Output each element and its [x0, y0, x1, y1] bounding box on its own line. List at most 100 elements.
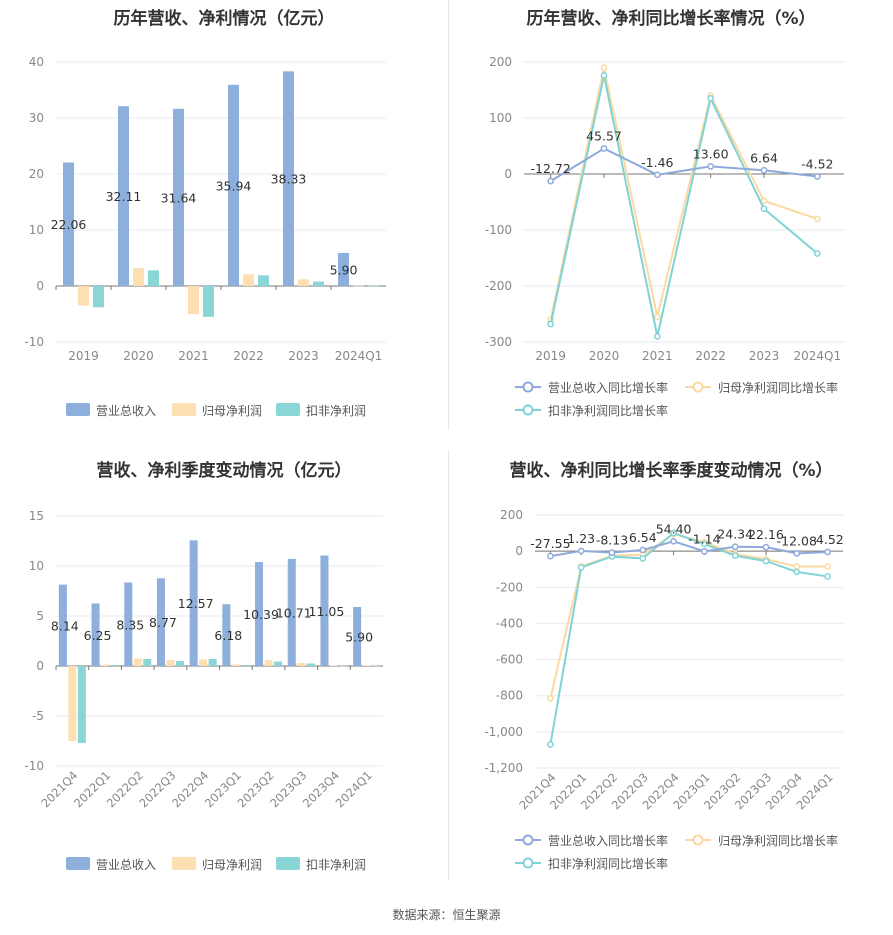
legend-marker-2 [522, 857, 534, 869]
series-point-0 [547, 177, 555, 185]
chart-title: 营收、净利季度变动情况（亿元） [96, 461, 352, 481]
data-label: 6.18 [214, 628, 242, 643]
bar-1 [133, 658, 142, 666]
series-point-0 [793, 549, 801, 557]
x-tick-label: 2022 [233, 349, 264, 363]
panel-annual-line: 历年营收、净利同比增长率情况（%） 200 100 0 -100 -200 -300 201… [449, 0, 893, 430]
data-source-label: 数据来源：恒生聚源 [392, 908, 501, 922]
series-point-0 [731, 543, 739, 551]
legend-label: 扣非净利润 [306, 858, 366, 872]
data-label: -27.55 [530, 536, 570, 551]
series-point-0 [608, 549, 616, 556]
bar-0 [222, 604, 231, 666]
vertical-divider-top [448, 0, 449, 430]
series-point-0 [707, 163, 715, 170]
data-label: 22.16 [748, 527, 784, 542]
x-tick-label: 2021 [642, 349, 673, 363]
data-label: 32.11 [106, 189, 142, 204]
series-point-2 [600, 72, 608, 79]
data-label: -4.52 [811, 532, 843, 547]
bar-1 [188, 286, 199, 314]
bar-2 [175, 661, 184, 666]
x-tick-label: 2020 [123, 349, 154, 363]
bar-2 [368, 285, 379, 287]
legend-swatch-1 [172, 403, 196, 416]
bar-2 [110, 665, 119, 666]
series-line-1 [549, 67, 818, 320]
legend-label: 归母净利润同比增长率 [718, 380, 838, 395]
bar-1 [101, 664, 110, 666]
bar-1 [166, 660, 175, 666]
bar-1 [199, 659, 208, 666]
data-label: -12.08 [777, 533, 817, 548]
bar-0 [124, 582, 133, 666]
data-label: 31.64 [161, 190, 197, 205]
bar-1 [297, 663, 306, 666]
y-tick-label: 0 [515, 544, 523, 558]
series-point-2 [813, 250, 821, 257]
series-point-0 [670, 537, 677, 545]
data-label: -1.14 [688, 531, 720, 546]
bar-1 [68, 666, 77, 741]
chart-title: 历年营收、净利情况（亿元） [113, 9, 335, 29]
y-tick-label: -5 [32, 709, 44, 723]
series-line-2 [549, 531, 828, 745]
y-tick-label: 0 [504, 167, 512, 181]
vertical-divider-bottom [448, 450, 449, 880]
series-line-0 [550, 147, 818, 182]
y-tick-label: 10 [29, 559, 44, 573]
legend-marker-0 [522, 381, 534, 393]
data-label: 10.71 [276, 605, 312, 620]
legend-swatch-0 [66, 857, 90, 870]
bar-0 [91, 603, 100, 666]
data-label: 8.77 [149, 615, 177, 630]
data-label: 45.57 [586, 128, 622, 143]
series-point-2 [547, 741, 554, 748]
bar-2 [241, 665, 250, 666]
y-tick-label: -800 [496, 689, 523, 703]
data-label: 54.40 [656, 521, 692, 536]
bar-0 [173, 108, 184, 286]
y-tick-label: -1,000 [484, 725, 523, 739]
data-label: 38.33 [271, 172, 307, 187]
series-point-2 [731, 552, 739, 560]
y-tick-label: -600 [496, 653, 523, 667]
legend-label: 营业总收入 [96, 858, 156, 872]
data-label: 6.54 [629, 530, 657, 545]
x-tick-label: 2024Q1 [794, 349, 842, 363]
y-tick-label: 40 [29, 55, 44, 69]
panel-quarterly-line: 营收、净利同比增长率季度变动情况（%） 200 0 -200 -400 -600 -800… [449, 450, 893, 890]
legend-swatch-0 [66, 403, 90, 416]
bar-0 [320, 555, 329, 666]
bar-2 [339, 665, 348, 667]
bar-1 [298, 279, 309, 286]
series-point-1 [824, 563, 831, 570]
y-tick-label: 0 [36, 659, 44, 673]
y-tick-label: 15 [29, 509, 44, 523]
data-label: -12.72 [531, 161, 571, 176]
series-point-2 [670, 529, 677, 537]
y-tick-label: -200 [496, 580, 523, 594]
bar-0 [338, 252, 349, 286]
bar-2 [274, 661, 283, 666]
series-point-1 [600, 64, 608, 71]
legend-swatch-1 [172, 857, 196, 870]
legend-label: 归母净利润同比增长率 [718, 833, 838, 848]
series-point-2 [701, 540, 708, 548]
bar-2 [313, 281, 324, 286]
data-label: 8.35 [116, 617, 144, 632]
y-tick-label: 5 [36, 609, 44, 623]
bar-2 [203, 286, 214, 317]
bar-1 [362, 665, 371, 666]
legend-label: 营业总收入同比增长率 [548, 833, 668, 848]
series-point-2 [762, 557, 770, 565]
legend-label: 营业总收入同比增长率 [548, 380, 668, 395]
series-point-0 [824, 548, 831, 556]
series-point-1 [547, 695, 554, 702]
series-point-1 [813, 215, 821, 223]
bar-2 [148, 270, 159, 286]
y-tick-label: 100 [489, 111, 512, 125]
chart-title: 历年营收、净利同比增长率情况（%） [526, 9, 816, 29]
series-point-0 [639, 546, 647, 554]
bar-2 [93, 286, 104, 308]
